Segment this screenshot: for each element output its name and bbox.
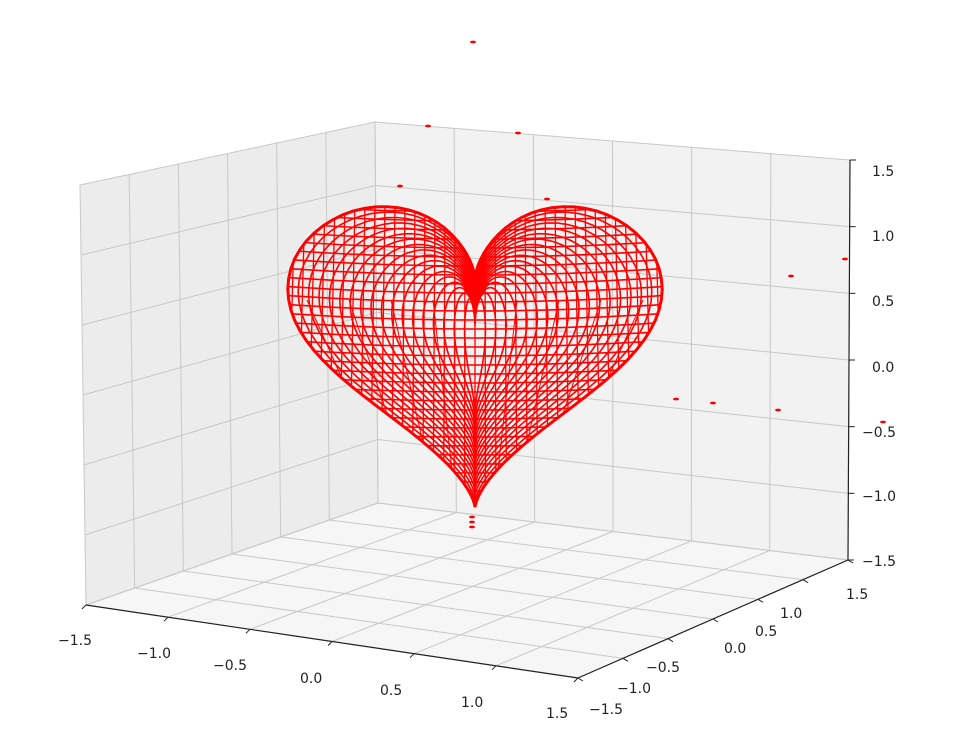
y-tick-label: 0.5 (755, 624, 777, 640)
y-tick-label: −1.5 (589, 702, 623, 718)
y-tick-labels: −1.5 −1.0 −0.5 0.0 0.5 1.0 1.5 (589, 587, 868, 718)
heart-meridian (401, 265, 549, 448)
x-tick (573, 677, 579, 683)
y-tick (667, 638, 674, 643)
z-tick-label: −1.5 (862, 554, 896, 570)
y-tick (712, 618, 719, 623)
y-tick-label: 0.0 (724, 641, 746, 657)
heart-vertical-line (494, 206, 497, 508)
x-tick-label: 1.5 (546, 706, 568, 722)
heart-meridian (390, 259, 560, 453)
y-tick (577, 677, 584, 682)
x-tick (245, 628, 251, 634)
heart-vertical-line (453, 206, 456, 508)
z-tick-label: −1.0 (862, 489, 896, 505)
z-tick-label: 1.0 (872, 229, 894, 245)
heart-outline (286, 205, 664, 508)
x-tick (327, 641, 333, 646)
z-tick-label: 1.5 (872, 164, 894, 180)
heart-meridian (370, 249, 580, 464)
z-tick-label: 0.5 (872, 294, 894, 310)
x-tick (491, 665, 497, 671)
z-tick-label: 0.0 (872, 360, 894, 376)
stray-point (788, 274, 794, 278)
heart-meridian (297, 211, 653, 502)
x-tick-label: 0.5 (380, 683, 402, 699)
stray-point (673, 397, 679, 401)
x-tick (163, 616, 169, 622)
back-grid-line (374, 121, 851, 161)
x-tick-label: −0.5 (213, 658, 247, 674)
axis-lines (81, 159, 856, 683)
y-tick (802, 579, 809, 584)
grid-lines (79, 121, 851, 679)
x-tick-labels: −1.5 −1.0 −0.5 0.0 0.5 1.0 1.5 (58, 633, 568, 722)
stray-point (469, 520, 475, 524)
x-tick-label: −1.0 (137, 646, 171, 662)
stray-points (397, 40, 886, 529)
stray-point (842, 257, 848, 261)
x-tick-label: 1.0 (461, 695, 483, 711)
floor-grid-line (329, 519, 804, 581)
stray-point (515, 131, 521, 135)
stray-point (425, 124, 431, 128)
z-tick-labels: −1.5 −1.0 −0.5 0.0 0.5 1.0 1.5 (862, 164, 896, 570)
floor-grid-line (377, 502, 849, 561)
heart-meridian (318, 222, 632, 492)
floor-pane (86, 503, 848, 678)
stray-point (469, 515, 475, 519)
stray-point (397, 184, 403, 188)
y-tick-label: 1.5 (846, 587, 868, 603)
y-tick-label: 1.0 (780, 606, 802, 622)
y-tick-label: −0.5 (646, 660, 680, 676)
back-grid-line (375, 185, 850, 228)
y-tick (847, 559, 854, 564)
x-tick-label: −1.5 (58, 633, 92, 649)
x-tick (81, 604, 87, 610)
left-grid-line (80, 185, 376, 256)
stray-point (710, 401, 716, 405)
y-tick-label: −1.0 (617, 681, 651, 697)
heart-meridian (328, 227, 622, 486)
heart-meridian (453, 292, 497, 420)
heart-meridian (422, 276, 528, 437)
stray-point (469, 525, 475, 529)
stray-point (544, 197, 550, 201)
stray-point (470, 40, 476, 44)
y-tick (622, 657, 629, 662)
left-grid-line (79, 121, 376, 186)
x-tick (409, 653, 415, 659)
z-tick-label: −0.5 (862, 425, 896, 441)
y-tick (757, 598, 764, 603)
heart-meridian (463, 297, 487, 415)
heart-meridian (307, 216, 643, 497)
stray-point (775, 408, 781, 412)
stray-point (880, 420, 886, 424)
x-tick-label: 0.0 (300, 671, 322, 687)
